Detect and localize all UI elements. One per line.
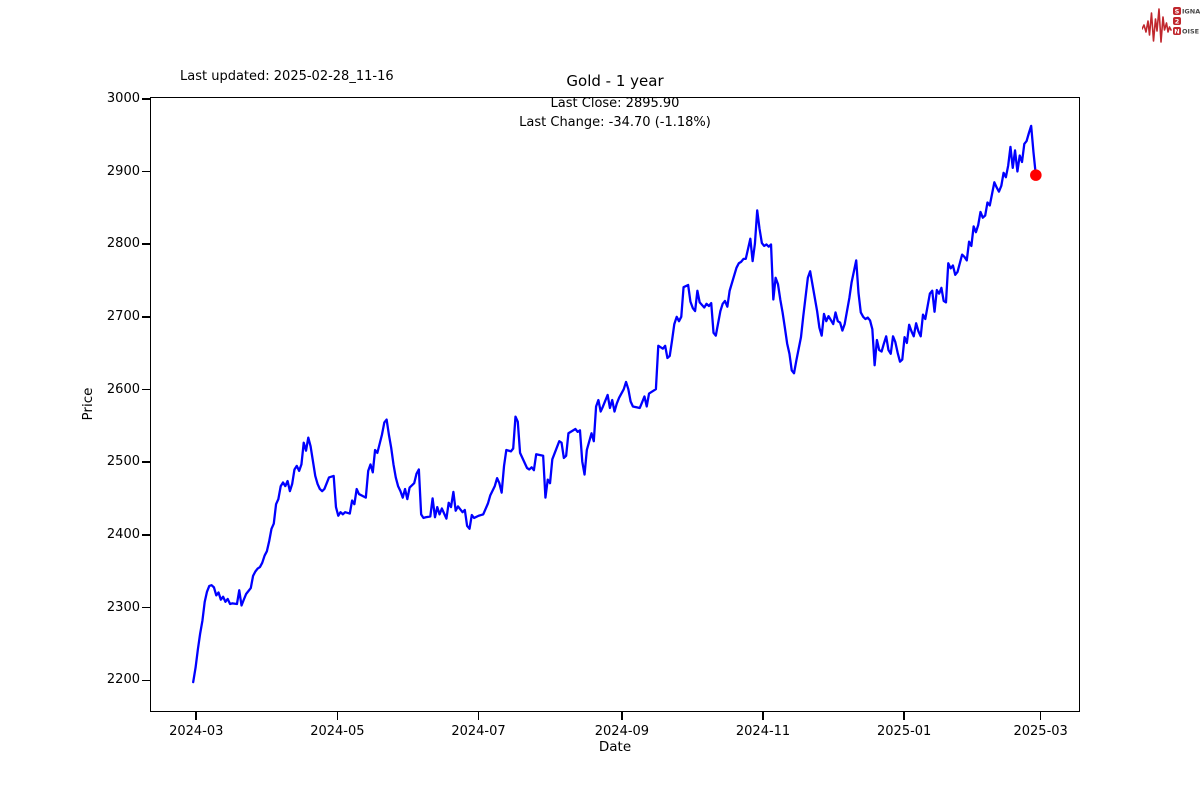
x-tick-mark <box>195 712 198 720</box>
y-tick-label: 2400 <box>106 526 140 542</box>
y-tick-mark <box>142 243 150 245</box>
annotation-last-close: Last Close: 2895.90 <box>550 96 680 111</box>
x-tick-mark <box>903 712 905 720</box>
y-tick-mark <box>142 98 150 100</box>
y-tick-mark <box>142 388 150 391</box>
x-tick-mark <box>1039 712 1042 720</box>
logo-word-ignal: IGNAL <box>1182 7 1200 15</box>
logo-word-oise: OISE <box>1182 27 1199 35</box>
x-tick-mark <box>336 712 339 720</box>
logo-text: S 2 N IGNAL OISE <box>1173 7 1200 36</box>
y-tick-label: 3000 <box>106 90 140 106</box>
x-axis-label: Date <box>598 739 632 755</box>
y-tick-mark <box>142 170 150 173</box>
logo-box-2 <box>1173 17 1181 25</box>
x-tick-mark <box>621 712 623 720</box>
y-tick-mark <box>142 316 150 318</box>
x-tick-label: 2024-03 <box>169 724 224 739</box>
plot-area <box>150 97 1080 712</box>
x-tick-label: 2024-09 <box>594 724 650 739</box>
x-tick-label: 2025-03 <box>1013 724 1068 739</box>
y-tick-label: 2500 <box>106 454 140 470</box>
y-tick-label: 2800 <box>106 236 140 252</box>
logo-letter-n: N <box>1174 28 1179 36</box>
x-tick-label: 2024-11 <box>735 724 791 739</box>
y-tick-mark <box>142 534 150 536</box>
y-tick-label: 2700 <box>106 308 140 324</box>
logo-box-s <box>1173 7 1181 15</box>
x-tick-label: 2024-07 <box>451 724 506 739</box>
last-updated-label: Last updated: 2025-02-28_11-16 <box>180 69 394 84</box>
price-line-chart <box>192 124 1042 684</box>
signal2noise-logo: S 2 N IGNAL OISE <box>1142 7 1200 43</box>
y-tick-label: 2600 <box>106 381 140 397</box>
logo-letter-2: 2 <box>1175 18 1180 26</box>
x-tick-label: 2024-05 <box>310 724 365 739</box>
annotation-last-change: Last Change: -34.70 (-1.18%) <box>519 115 711 130</box>
y-tick-mark <box>142 461 150 464</box>
y-tick-mark <box>142 679 150 682</box>
logo-waveform-icon <box>1142 8 1172 43</box>
gold-price-line <box>192 124 1037 684</box>
x-tick-label: 2025-01 <box>877 724 932 739</box>
y-tick-mark <box>142 606 150 609</box>
logo-box-n <box>1173 27 1181 35</box>
y-tick-label: 2200 <box>106 672 140 688</box>
x-tick-mark <box>477 712 480 720</box>
last-close-marker <box>1030 169 1042 181</box>
logo-letter-s: S <box>1175 8 1180 16</box>
y-tick-label: 2900 <box>106 163 140 179</box>
x-tick-mark <box>762 712 764 720</box>
y-tick-label: 2300 <box>106 599 140 615</box>
chart-title: Gold - 1 year <box>566 72 664 90</box>
